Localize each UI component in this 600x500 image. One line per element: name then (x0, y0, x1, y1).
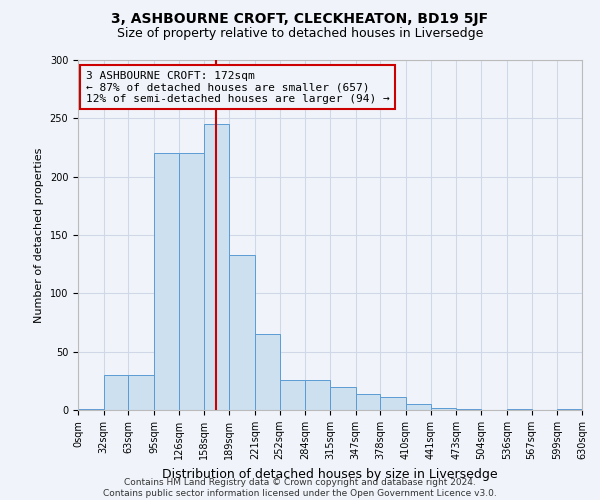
Bar (305, 380, 330, 410)
Bar (431, 408, 457, 410)
Bar (255, 334, 280, 410)
Bar (128, 375, 154, 410)
Bar (154, 154, 179, 410)
Bar (78, 409, 104, 410)
Bar (215, 124, 229, 410)
Bar (557, 409, 582, 410)
Bar (457, 409, 481, 410)
Bar (179, 154, 205, 410)
Bar (205, 124, 215, 410)
Bar (406, 404, 431, 410)
Bar (380, 397, 406, 410)
Bar (104, 375, 128, 410)
Bar (330, 386, 356, 410)
Text: Contains HM Land Registry data © Crown copyright and database right 2024.
Contai: Contains HM Land Registry data © Crown c… (103, 478, 497, 498)
Y-axis label: Number of detached properties: Number of detached properties (34, 148, 44, 322)
Bar (356, 394, 380, 410)
Bar (507, 409, 532, 410)
Text: 3 ASHBOURNE CROFT: 172sqm
← 87% of detached houses are smaller (657)
12% of semi: 3 ASHBOURNE CROFT: 172sqm ← 87% of detac… (86, 70, 389, 104)
Bar (280, 380, 305, 410)
Bar (229, 255, 255, 410)
Text: 3, ASHBOURNE CROFT, CLECKHEATON, BD19 5JF: 3, ASHBOURNE CROFT, CLECKHEATON, BD19 5J… (112, 12, 488, 26)
X-axis label: Distribution of detached houses by size in Liversedge: Distribution of detached houses by size … (162, 468, 498, 480)
Text: Size of property relative to detached houses in Liversedge: Size of property relative to detached ho… (117, 28, 483, 40)
